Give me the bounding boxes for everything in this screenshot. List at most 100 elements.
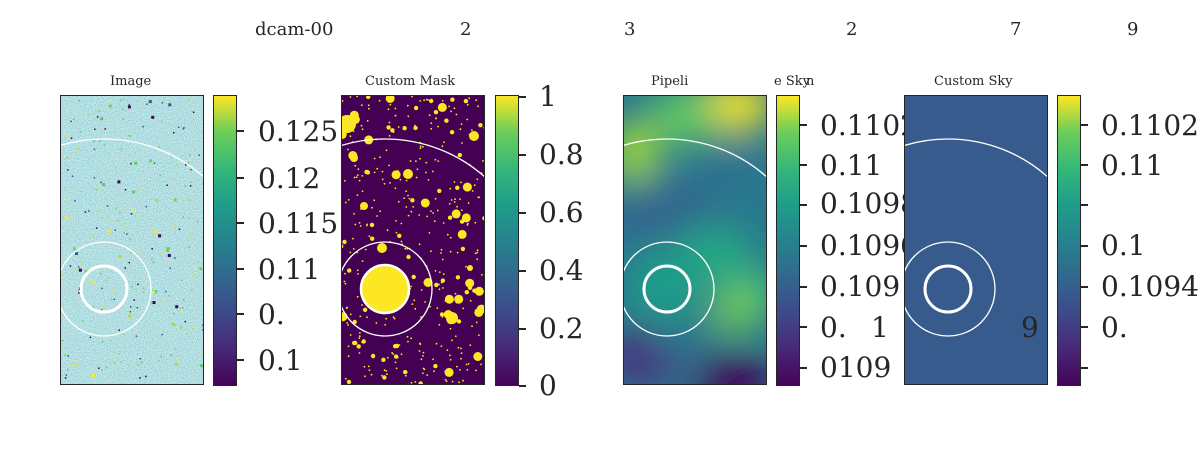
image-speckle	[160, 121, 163, 123]
mask-dot	[434, 158, 437, 161]
mask-dot	[410, 337, 413, 340]
mask-dot	[461, 213, 471, 223]
image-speckle	[100, 117, 104, 121]
mask-dot	[356, 174, 359, 176]
mask-dot	[358, 179, 361, 182]
mask-dot	[381, 357, 386, 362]
mask-dot	[391, 352, 393, 354]
cbar3-tick	[800, 326, 807, 328]
image-speckle	[136, 223, 139, 225]
image-speckle	[137, 215, 139, 217]
mask-dot	[398, 344, 401, 346]
mask-dot	[375, 322, 378, 324]
image-speckle	[148, 100, 152, 104]
mask-dot	[400, 222, 403, 225]
mask-dot	[449, 250, 452, 253]
image-speckle	[67, 169, 69, 171]
mask-dot	[419, 147, 422, 150]
mask-dot	[423, 368, 426, 371]
mask-dot	[427, 179, 430, 181]
mask-dot	[370, 236, 375, 241]
mask-dot	[428, 232, 431, 234]
mask-dot	[344, 377, 347, 380]
image-speckle	[137, 364, 139, 366]
image-speckle	[189, 233, 192, 236]
mask-dot	[441, 315, 444, 318]
mask-dot	[450, 110, 452, 113]
cbar2-tick	[519, 212, 526, 214]
cbar4-tick	[1081, 124, 1088, 126]
mask-dot	[473, 184, 476, 187]
mask-dot	[379, 156, 381, 159]
image-speckle	[123, 232, 125, 234]
mask-dot	[369, 222, 375, 228]
image-speckle	[194, 317, 197, 319]
mask-dot	[478, 334, 480, 336]
image-speckle	[181, 279, 183, 282]
mask-dot	[464, 290, 469, 295]
image-speckle	[139, 187, 141, 190]
mask-dot	[438, 271, 441, 273]
mask-dot	[438, 283, 440, 286]
image-speckle	[93, 235, 95, 238]
cbar2-tick	[519, 270, 526, 272]
image-speckle	[191, 288, 193, 291]
image-speckle	[159, 174, 161, 177]
mask-heatmap	[341, 95, 485, 385]
panel-title-image: Image	[110, 74, 152, 89]
mask-dot	[460, 347, 462, 350]
image-speckle	[202, 329, 203, 331]
panel-title-overlap-char: n	[806, 74, 815, 89]
image-speckle	[183, 127, 185, 129]
cbar4-tick-label: 0.1094	[1101, 270, 1199, 303]
colorbar-image	[213, 95, 237, 386]
image-speckle	[193, 273, 195, 276]
image-speckle	[96, 227, 98, 229]
mask-dot	[475, 321, 478, 324]
mask-dot	[445, 380, 448, 383]
mask-dot	[477, 105, 479, 108]
image-speckle	[84, 270, 88, 273]
mask-dot	[367, 104, 370, 107]
image-speckle	[100, 181, 102, 184]
outer-circle	[61, 138, 203, 178]
image-speckle	[115, 167, 117, 169]
mask-dot	[394, 114, 397, 117]
image-speckle	[98, 367, 100, 369]
mask-dot	[346, 379, 352, 384]
mask-dot	[433, 370, 435, 373]
image-speckle	[75, 269, 77, 272]
mask-dot	[356, 194, 359, 196]
image-speckle	[178, 228, 181, 230]
image-speckle	[101, 340, 104, 343]
image-speckle	[80, 190, 83, 193]
mask-dot	[361, 304, 363, 306]
image-speckle	[67, 355, 69, 357]
image-speckle	[73, 118, 75, 121]
image-speckle	[92, 281, 96, 284]
image-speckle	[166, 249, 169, 252]
mask-dot	[451, 339, 453, 342]
image-speckle	[110, 221, 113, 224]
image-speckle	[169, 267, 171, 269]
image-speckle	[166, 247, 170, 251]
image-speckle	[158, 234, 162, 238]
mask-dot	[438, 324, 441, 326]
image-speckle	[111, 356, 113, 358]
mask-dot	[457, 229, 467, 239]
image-speckle	[117, 180, 121, 184]
mask-dot	[373, 199, 376, 202]
mask-dot	[386, 229, 389, 232]
image-speckle	[174, 363, 178, 366]
image-speckle	[165, 290, 167, 293]
image-speckle	[174, 348, 176, 351]
mask-dot	[453, 201, 456, 203]
mask-dot	[347, 199, 350, 201]
panel-title-fragment: e Sky	[774, 74, 810, 89]
mask-dot	[422, 355, 424, 357]
image-speckle	[84, 211, 87, 213]
panel-title-pipeline: Pipeli	[651, 74, 689, 89]
mask-dot	[475, 99, 478, 102]
mask-dot	[419, 157, 421, 160]
mask-dot	[460, 352, 463, 354]
